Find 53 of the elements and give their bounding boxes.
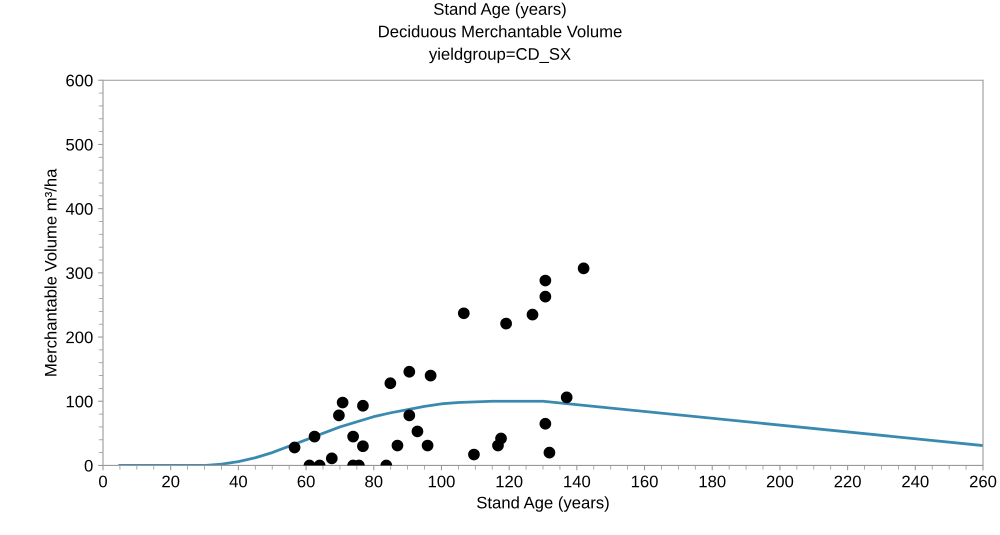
y-tick-label: 300 xyxy=(66,267,93,280)
x-tick-label: 180 xyxy=(700,476,726,488)
x-tick-label: 160 xyxy=(632,476,658,488)
point xyxy=(357,400,369,412)
point xyxy=(403,410,416,422)
point xyxy=(540,274,552,286)
point xyxy=(288,442,300,454)
point xyxy=(403,366,416,378)
x-tick-label: 220 xyxy=(834,476,861,488)
y-tick-label: 0 xyxy=(84,460,93,472)
point xyxy=(495,432,507,444)
point xyxy=(347,430,359,442)
point xyxy=(458,307,470,320)
point xyxy=(544,446,556,458)
x-axis-title: Stand Age (years) xyxy=(477,496,609,512)
y-tick-label: 500 xyxy=(66,138,93,151)
text: Stand Age (years) xyxy=(434,2,566,18)
point xyxy=(384,377,396,390)
x-tick-label: 100 xyxy=(428,476,455,488)
x-tick-label: 80 xyxy=(365,476,382,488)
x-tick-label: 60 xyxy=(298,476,315,488)
point xyxy=(526,308,538,320)
x-tick-label: 200 xyxy=(766,476,794,488)
x-tick-label: 240 xyxy=(902,476,929,488)
point xyxy=(578,262,590,274)
chart-subtitle: yieldgroup=CD_SX xyxy=(428,48,571,64)
point xyxy=(424,370,436,382)
y-tick-label: 200 xyxy=(66,331,93,344)
x-tick-label: 20 xyxy=(162,476,180,488)
y-tick-label: 100 xyxy=(66,396,93,408)
chart-title: Deciduous Merchantable Volume xyxy=(379,25,622,38)
point xyxy=(357,440,369,452)
point xyxy=(540,418,552,430)
point xyxy=(500,318,512,330)
y-tick-label: 400 xyxy=(66,203,93,215)
point xyxy=(333,410,345,422)
point xyxy=(560,392,573,404)
line-series xyxy=(118,400,983,466)
x-tick-label: 0 xyxy=(99,476,107,488)
point xyxy=(540,290,552,302)
point xyxy=(468,448,480,460)
y-tick-label: 600 xyxy=(66,74,93,86)
point xyxy=(326,452,338,464)
x-tick-label: 260 xyxy=(970,476,996,488)
point xyxy=(392,440,404,452)
x-tick-label: 120 xyxy=(496,476,522,488)
y-axis-title: Merchantable Volume m³/ha xyxy=(44,168,57,376)
point xyxy=(412,426,424,438)
point xyxy=(422,440,434,452)
x-tick-label: 140 xyxy=(564,476,590,488)
x-tick-label: 40 xyxy=(230,476,248,488)
point xyxy=(308,430,320,442)
point xyxy=(336,396,348,408)
